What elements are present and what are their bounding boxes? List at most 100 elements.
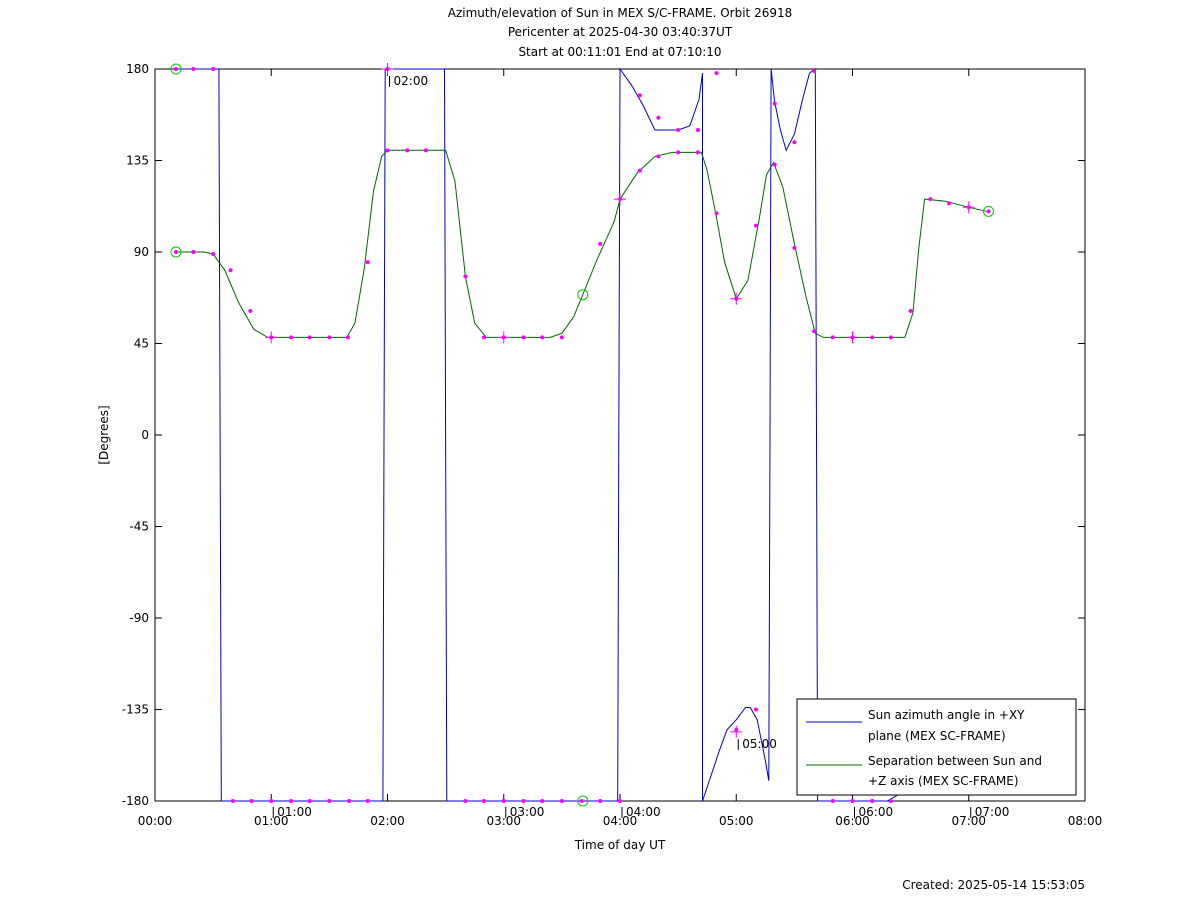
data-point-marker	[830, 335, 835, 340]
data-point-marker	[347, 799, 352, 803]
data-point-marker	[463, 799, 468, 803]
series-layer	[175, 67, 987, 802]
data-point-marker	[289, 335, 294, 340]
data-point-marker	[792, 140, 797, 145]
data-point-marker	[946, 201, 951, 206]
data-point-marker	[540, 799, 545, 803]
data-point-marker	[365, 260, 370, 265]
start-end-circle-marker	[170, 63, 182, 75]
y-tick-label: -135	[122, 703, 149, 717]
data-point-marker	[173, 67, 178, 71]
data-point-marker	[656, 154, 661, 159]
y-tick-label: 45	[134, 337, 149, 351]
data-point-marker	[211, 67, 216, 71]
legend-box	[796, 698, 1077, 796]
data-point-marker	[850, 799, 855, 803]
legend-label-separation-line-1: Separation between Sun and	[868, 754, 1042, 768]
x-axis: 00:00 01:00 02:00 03:00 04:00 05:00 06:00 07:00…	[138, 69, 1103, 828]
data-point-marker	[695, 150, 700, 155]
x-tick-label: 08:00	[1068, 814, 1103, 828]
data-point-marker	[345, 335, 350, 340]
data-point-marker	[211, 252, 216, 257]
data-point-marker	[521, 799, 526, 803]
series-line-separation	[175, 149, 987, 338]
data-point-marker	[365, 799, 370, 803]
legend: Sun azimuth angle in +XY plane (MEX SC-F…	[796, 698, 1077, 796]
markers-layer	[170, 63, 995, 807]
chart-title-line-3: Start at 00:11:01 End at 07:10:10	[518, 45, 721, 59]
start-end-circle-marker	[577, 289, 589, 301]
x-tick-label: 01:00	[254, 814, 289, 828]
x-tick-label: 03:00	[486, 814, 521, 828]
hour-annotation-label: 06:00	[859, 805, 894, 819]
x-tick-label: 06:00	[835, 814, 870, 828]
data-point-marker	[423, 148, 428, 153]
data-point-marker	[521, 335, 526, 340]
hour-annotation-label: 04:00	[626, 805, 661, 819]
data-point-marker	[598, 241, 603, 246]
created-timestamp: Created: 2025-05-14 15:53:05	[902, 878, 1085, 892]
data-point-marker	[307, 799, 312, 803]
data-point-marker	[986, 209, 991, 214]
hour-annotation-label: 01:00	[277, 805, 312, 819]
data-point-marker	[888, 799, 893, 803]
hour-annotation-label: 07:00	[975, 805, 1010, 819]
data-point-marker	[191, 67, 196, 71]
y-tick-label: -90	[129, 611, 149, 625]
data-point-marker	[559, 335, 564, 340]
data-point-marker	[463, 274, 468, 279]
hour-annotation-label: 03:00	[510, 805, 545, 819]
data-point-marker	[173, 250, 178, 254]
data-point-marker	[676, 128, 681, 132]
start-end-circle-marker	[577, 795, 589, 807]
data-point-marker	[228, 268, 233, 273]
y-tick-label: 90	[134, 245, 149, 259]
data-point-marker	[289, 799, 294, 803]
data-point-marker	[269, 799, 274, 803]
data-point-marker	[481, 335, 486, 340]
y-tick-label: 135	[126, 154, 149, 168]
data-point-marker	[812, 329, 817, 334]
data-point-marker	[579, 799, 584, 803]
data-point-marker	[792, 245, 797, 250]
data-point-marker	[656, 115, 661, 120]
data-point-marker	[637, 168, 642, 173]
data-point-marker	[637, 93, 642, 98]
hour-annotation-label: 05:00	[742, 737, 777, 751]
data-point-marker	[676, 150, 681, 155]
legend-label-azimuth-line-2: plane (MEX SC-FRAME)	[868, 729, 1006, 743]
chart-title-line-2: Pericenter at 2025-04-30 03:40:37UT	[508, 25, 733, 39]
data-point-marker	[307, 335, 312, 340]
x-tick-label: 04:00	[603, 814, 638, 828]
annotations-layer: 01:00 02:00 03:00 04:00 05:00 06:00 07:00	[272, 74, 1010, 819]
y-axis-label: [Degrees]	[97, 405, 111, 464]
legend-label-separation-line-2: +Z axis (MEX SC-FRAME)	[868, 774, 1019, 788]
y-tick-label: 0	[141, 428, 149, 442]
x-tick-label: 05:00	[719, 814, 754, 828]
data-point-marker	[248, 308, 253, 313]
hour-annotation-label: 02:00	[394, 74, 429, 88]
data-point-marker	[501, 799, 506, 803]
start-end-circle-marker	[170, 246, 182, 258]
data-point-marker	[870, 335, 875, 340]
data-point-marker	[888, 335, 893, 340]
data-point-marker	[830, 799, 835, 803]
data-point-marker	[908, 308, 913, 313]
data-point-marker	[870, 799, 875, 803]
data-point-marker	[327, 799, 332, 803]
x-axis-label: Time of day UT	[574, 838, 666, 852]
data-point-marker	[559, 799, 564, 803]
data-point-marker	[772, 162, 777, 167]
y-tick-label: -180	[122, 794, 149, 808]
data-point-marker	[481, 799, 486, 803]
x-tick-label: 00:00	[138, 814, 173, 828]
x-tick-label: 02:00	[370, 814, 405, 828]
data-point-marker	[405, 148, 410, 153]
y-tick-label: -45	[129, 520, 149, 534]
data-point-marker	[540, 335, 545, 340]
series-line-azimuth	[175, 67, 911, 802]
x-tick-label: 07:00	[951, 814, 986, 828]
chart-title-line-1: Azimuth/elevation of Sun in MEX S/C-FRAM…	[448, 6, 793, 20]
data-point-marker	[714, 71, 719, 76]
